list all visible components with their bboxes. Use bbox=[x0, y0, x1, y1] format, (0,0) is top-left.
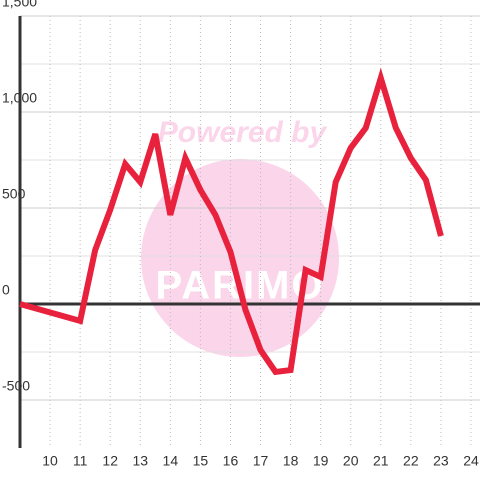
x-tick-label: 20 bbox=[343, 453, 359, 469]
x-tick-label: 15 bbox=[193, 453, 209, 469]
x-tick-label: 17 bbox=[253, 453, 269, 469]
x-tick-label: 23 bbox=[433, 453, 449, 469]
x-tick-label: 12 bbox=[102, 453, 118, 469]
x-tick-label: 11 bbox=[73, 453, 88, 469]
watermark-text: Powered by bbox=[158, 116, 328, 149]
x-tick-label: 22 bbox=[403, 453, 419, 469]
x-tick-label: 24 bbox=[463, 453, 479, 469]
x-tick-label: 16 bbox=[223, 453, 239, 469]
x-tick-label: 19 bbox=[313, 453, 329, 469]
y-tick-label: 1,500 bbox=[2, 0, 37, 10]
y-tick-label: -500 bbox=[2, 378, 30, 394]
y-tick-label: 500 bbox=[2, 186, 26, 202]
y-tick-label: 0 bbox=[2, 282, 10, 298]
x-tick-label: 18 bbox=[283, 453, 299, 469]
x-tick-label: 14 bbox=[163, 453, 179, 469]
x-tick-label: 21 bbox=[373, 453, 389, 469]
x-tick-label: 13 bbox=[132, 453, 148, 469]
data-line bbox=[19, 67, 444, 376]
x-tick-label: 10 bbox=[42, 453, 58, 469]
